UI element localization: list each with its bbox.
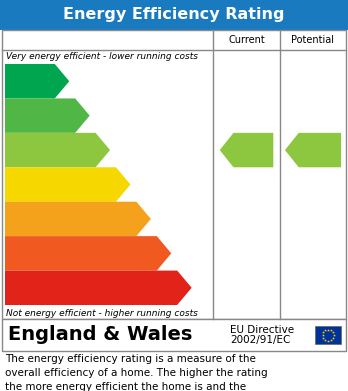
Text: (1-20): (1-20) xyxy=(9,283,38,292)
Text: (39-54): (39-54) xyxy=(9,214,45,223)
Text: (55-68): (55-68) xyxy=(9,180,44,189)
Text: 2002/91/EC: 2002/91/EC xyxy=(230,335,290,345)
Text: The energy efficiency rating is a measure of the
overall efficiency of a home. T: The energy efficiency rating is a measur… xyxy=(5,354,268,391)
Polygon shape xyxy=(285,133,341,167)
Polygon shape xyxy=(5,133,110,167)
Bar xyxy=(315,326,341,344)
Polygon shape xyxy=(5,202,151,236)
Text: (21-38): (21-38) xyxy=(9,249,45,258)
Text: Current: Current xyxy=(228,35,265,45)
Polygon shape xyxy=(5,236,171,271)
Polygon shape xyxy=(5,64,69,99)
Text: 75: 75 xyxy=(307,143,328,158)
Text: England & Wales: England & Wales xyxy=(8,325,192,344)
Text: D: D xyxy=(115,176,129,194)
Text: E: E xyxy=(138,210,149,228)
Text: (69-80): (69-80) xyxy=(9,145,44,154)
Bar xyxy=(2,319,346,351)
Bar xyxy=(0,0,348,30)
Polygon shape xyxy=(5,167,130,202)
Polygon shape xyxy=(220,133,273,167)
Text: Very energy efficient - lower running costs: Very energy efficient - lower running co… xyxy=(6,52,198,61)
Text: (92-100): (92-100) xyxy=(9,77,50,86)
Text: (81-91): (81-91) xyxy=(9,111,45,120)
Text: Potential: Potential xyxy=(292,35,334,45)
Text: A: A xyxy=(55,72,68,90)
Text: G: G xyxy=(176,279,190,297)
Bar xyxy=(2,30,346,319)
Text: B: B xyxy=(76,107,88,125)
Polygon shape xyxy=(5,99,90,133)
Text: C: C xyxy=(96,141,109,159)
Text: EU Directive: EU Directive xyxy=(230,325,294,335)
Text: F: F xyxy=(158,244,170,262)
Text: 74: 74 xyxy=(240,143,261,158)
Polygon shape xyxy=(5,271,192,305)
Text: Not energy efficient - higher running costs: Not energy efficient - higher running co… xyxy=(6,309,198,318)
Text: Energy Efficiency Rating: Energy Efficiency Rating xyxy=(63,7,285,23)
